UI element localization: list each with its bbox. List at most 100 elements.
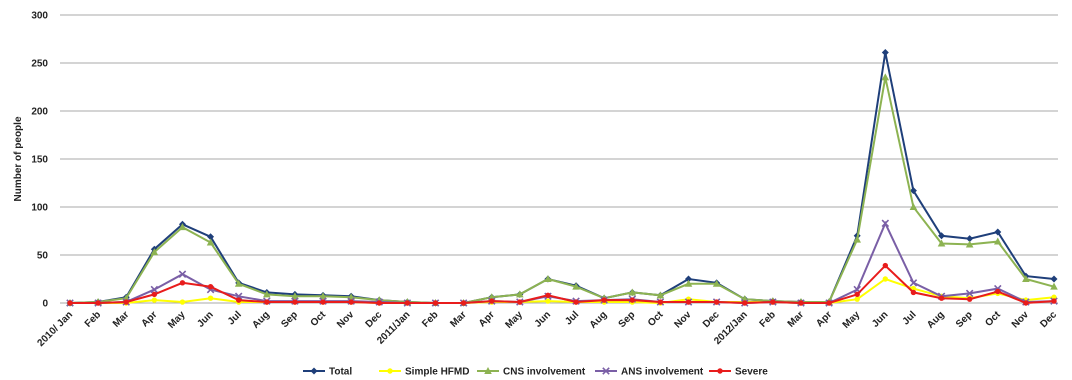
data-point [404,300,411,306]
data-point [881,73,890,81]
data-point [207,283,214,290]
x-tick-label: Feb [758,309,778,329]
x-tick-label: May [166,309,188,331]
data-point [798,300,804,306]
y-tick-label: 0 [42,299,48,310]
data-point [67,300,73,306]
data-point [484,367,492,374]
x-tick-label: Jun [870,309,890,329]
data-point [713,299,720,305]
legend-label: Total [329,367,352,378]
x-tick-label: Oct [309,309,329,329]
data-point [545,298,551,304]
data-point [319,292,327,300]
data-point [770,299,776,305]
data-point [656,291,665,299]
legend-item: ANS involvement [595,367,704,378]
data-point [882,276,889,282]
gridlines [60,14,1058,304]
data-point [1050,275,1058,283]
x-tick-label: Oct [983,309,1003,329]
x-axis: 2010/ Jan Feb Mar Apr May Jun Jul Aug Sep Oct Nov D… [35,309,1059,349]
legend-label: CNS involvement [503,367,586,378]
y-tick-label: 300 [31,11,48,22]
data-point [717,368,723,374]
data-point [150,248,159,256]
data-point [376,300,382,306]
x-tick-label: Jun [533,309,553,329]
data-point [179,280,186,286]
data-point [572,282,580,290]
series-cns-involvement [66,73,1058,306]
x-tick-label: Aug [925,309,947,331]
data-point [712,279,721,287]
data-point [1051,294,1057,300]
data-point [206,238,215,246]
data-point [150,285,159,294]
data-point [966,235,974,243]
y-axis-label: Number of people [13,116,24,201]
x-tick-label: Sep [617,309,638,330]
legend-label: Severe [735,367,768,378]
data-point [95,300,101,306]
data-point [910,289,917,296]
y-axis: 0 50 100 150 200 250 300 [31,11,48,310]
x-tick-label: May [841,309,863,331]
legend-item: CNS involvement [477,367,586,378]
data-point [179,299,186,305]
x-tick-label: 2010/ Jan [35,309,75,349]
data-point [685,299,692,305]
data-point [545,292,551,299]
data-point [460,300,467,306]
y-tick-label: 150 [31,155,48,166]
x-tick-label: Jul [901,309,919,327]
data-point [881,219,890,228]
x-tick-label: Aug [250,309,272,331]
x-tick-label: Nov [1010,309,1031,330]
data-point [937,239,946,247]
x-tick-label: Oct [646,309,666,329]
data-point [320,299,326,305]
data-point [684,279,693,287]
data-point [629,297,635,303]
y-tick-label: 200 [31,107,48,118]
data-point [517,299,523,305]
x-tick-label: Aug [588,309,610,331]
x-tick-label: Nov [672,309,693,330]
data-point [264,299,270,305]
data-point [826,300,832,306]
series-ans-involvement [66,219,1058,307]
data-point [854,296,860,302]
data-point [938,232,946,240]
data-point [207,233,215,241]
data-point [291,292,299,300]
data-point [544,275,552,282]
data-point [995,288,1001,295]
series-severe [67,262,1057,306]
data-point [1023,300,1029,306]
x-tick-label: Feb [83,309,103,329]
data-point [151,291,158,298]
data-point [207,295,214,301]
legend: Total Simple HFMD CNS involvement ANS invol… [303,367,768,378]
legend-label: ANS involvement [621,367,704,378]
data-point [602,367,610,375]
x-tick-label: Mar [786,309,806,329]
y-tick-label: 100 [31,203,48,214]
data-point [966,296,973,302]
data-point [854,291,860,298]
series-line [70,264,1055,305]
x-tick-label: Dec [1038,309,1059,330]
legend-item: Severe [709,367,768,378]
legend-label: Simple HFMD [405,367,469,378]
data-point [516,290,524,298]
x-tick-label: Feb [420,309,440,329]
data-point [310,367,318,375]
x-tick-label: Jul [563,309,581,327]
data-point [938,295,945,301]
x-tick-label: May [503,309,525,331]
data-point [685,275,693,283]
data-point [657,299,664,305]
data-point [628,288,637,296]
